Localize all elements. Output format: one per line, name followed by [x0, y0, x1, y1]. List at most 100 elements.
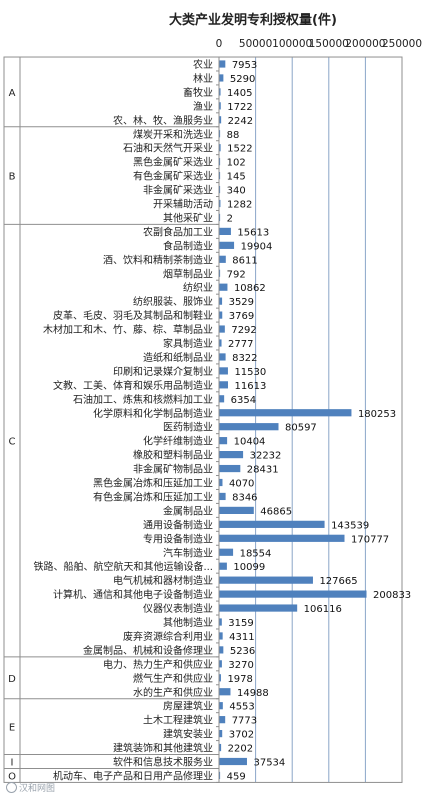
bar — [219, 172, 221, 180]
value-label: 3702 — [229, 730, 254, 741]
bar — [219, 255, 226, 263]
value-label: 4070 — [229, 479, 254, 490]
value-label: 459 — [227, 771, 246, 782]
category-label: 非金属矿采选业 — [143, 184, 213, 197]
bar — [219, 757, 247, 766]
category-label: 家具制造业 — [163, 337, 213, 350]
value-label: 1522 — [227, 144, 252, 155]
category-label: 有色金属矿采选业 — [133, 170, 213, 183]
watermark-logo-icon — [6, 782, 17, 793]
category-label: 土木工程建筑业 — [143, 714, 213, 727]
bar — [219, 130, 221, 138]
bar — [219, 618, 222, 626]
group-label: B — [9, 172, 16, 183]
category-label: 食品制造业 — [163, 239, 213, 252]
bar — [219, 437, 228, 445]
category-label: 其他制造业 — [163, 616, 213, 629]
watermark: 汉和网图 — [6, 781, 55, 794]
value-label: 46865 — [260, 506, 292, 517]
group-label: D — [8, 674, 16, 685]
category-label: 机动车、电子产品和日用产品修理业 — [53, 769, 213, 782]
category-label: 化学纤维制造业 — [143, 435, 213, 448]
value-label: 145 — [227, 172, 246, 183]
value-label: 3529 — [229, 297, 254, 308]
value-label: 10404 — [234, 437, 266, 448]
category-label: 建筑装饰和其他建筑业 — [113, 742, 213, 755]
category-label: 其他采矿业 — [163, 211, 213, 224]
category-label: 金属制品业 — [163, 504, 213, 517]
bar — [219, 241, 235, 249]
bar — [219, 297, 223, 305]
bar — [219, 311, 223, 319]
category-label: 金属制品、机械和设备修理业 — [83, 644, 213, 657]
bar — [219, 730, 223, 738]
chart-title: 大类产业发明专利授权量(件) — [169, 12, 337, 28]
bar — [219, 381, 229, 389]
category-label: 通用设备制造业 — [143, 518, 213, 531]
bar — [219, 743, 222, 752]
value-label: 200833 — [373, 590, 411, 601]
bar — [219, 213, 221, 222]
bar — [219, 227, 231, 235]
category-label: 非金属矿物制品业 — [133, 463, 213, 476]
bar — [219, 646, 224, 654]
value-label: 792 — [227, 269, 246, 280]
x-tick-label: 200000 — [345, 38, 385, 50]
value-label: 18554 — [240, 548, 272, 559]
value-label: 3159 — [228, 618, 253, 629]
value-label: 10862 — [234, 283, 266, 294]
value-label: 5290 — [230, 74, 255, 85]
x-tick-label: 100000 — [272, 38, 312, 50]
category-label: 黑色金属冶炼和压延加工业 — [93, 477, 213, 490]
value-label: 102 — [227, 158, 246, 169]
bar — [219, 576, 313, 584]
value-label: 2242 — [228, 116, 253, 127]
category-label: 石油和天然气开采业 — [123, 142, 213, 155]
bar — [219, 423, 279, 431]
bar — [219, 283, 228, 291]
category-label: 农业 — [193, 58, 213, 71]
bar — [219, 478, 223, 487]
value-label: 143539 — [331, 520, 369, 531]
value-label: 180253 — [358, 409, 396, 420]
bar — [219, 367, 228, 375]
bar — [219, 464, 241, 473]
value-label: 5236 — [230, 646, 255, 657]
x-tick-label: 50000 — [239, 38, 272, 50]
value-label: 8346 — [232, 492, 257, 503]
bar — [219, 534, 345, 542]
bar — [219, 604, 298, 612]
group-label: C — [9, 437, 16, 448]
group-label: I — [11, 758, 14, 769]
bar — [219, 771, 221, 780]
category-label: 纺织业 — [183, 281, 213, 294]
category-label: 林业 — [193, 72, 213, 85]
bar — [219, 353, 226, 361]
bar — [219, 339, 222, 347]
bar — [219, 74, 224, 82]
value-label: 340 — [227, 186, 246, 197]
value-label: 19904 — [241, 241, 273, 252]
value-label: 80597 — [285, 423, 317, 434]
bar — [219, 492, 226, 501]
value-label: 8611 — [232, 255, 257, 266]
value-label: 11613 — [235, 381, 267, 392]
bar — [219, 590, 367, 598]
category-label: 石油加工、炼焦和核燃料加工业 — [73, 393, 213, 406]
bar — [219, 562, 227, 570]
category-label: 水的生产和供应业 — [133, 686, 213, 699]
value-label: 7773 — [232, 716, 257, 727]
category-label: 皮革、毛皮、羽毛及其制品和制鞋业 — [53, 309, 213, 322]
value-label: 2 — [227, 213, 233, 224]
category-label: 电力、热力生产和供应业 — [103, 658, 213, 671]
value-label: 1282 — [227, 200, 252, 211]
x-tick-label: 250000 — [382, 38, 422, 50]
value-label: 15613 — [237, 227, 269, 238]
value-label: 6354 — [231, 395, 256, 406]
category-label: 开采辅助活动 — [153, 198, 213, 211]
category-label: 文教、工美、体育和娱乐用品制造业 — [53, 379, 213, 392]
category-label: 废弃资源综合利用业 — [123, 630, 213, 643]
value-label: 170777 — [351, 534, 389, 545]
x-tick-label: 150000 — [309, 38, 349, 50]
